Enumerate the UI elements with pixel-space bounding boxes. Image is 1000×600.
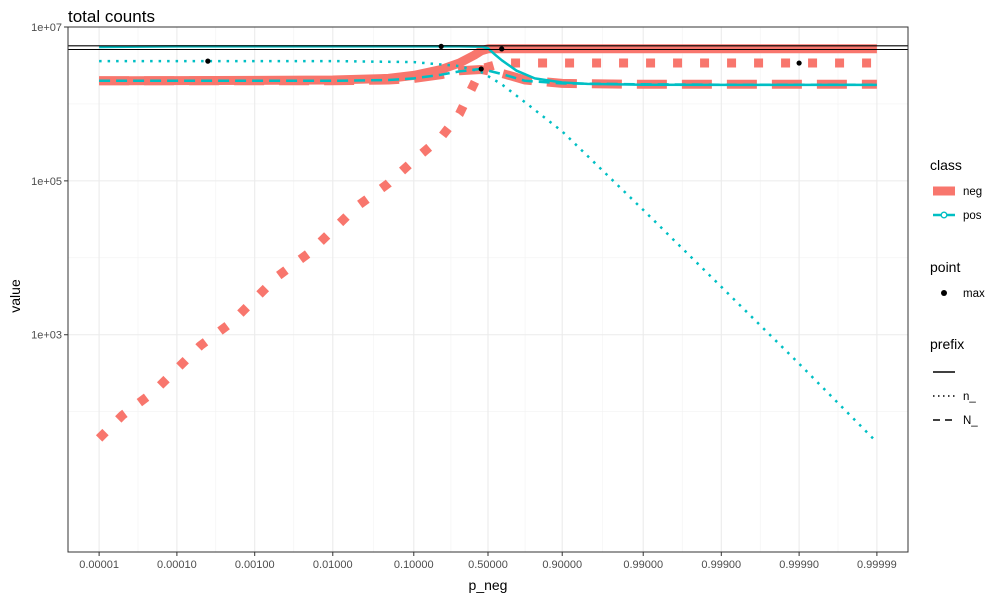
y-axis-title: value: [7, 279, 23, 313]
max-point: [499, 46, 505, 52]
legend-title-class: class: [930, 157, 962, 173]
series-line-N_pos: [99, 67, 877, 86]
x-tick-label: 0.99900: [701, 559, 741, 571]
legend-key-max: [941, 290, 947, 296]
x-tick-label: 0.00010: [157, 559, 197, 571]
y-axis: 1e+03 1e+05 1e+07: [31, 22, 68, 342]
legend-label-max: max: [963, 288, 985, 300]
legend: class neg pos point max prefix n_ N_: [930, 157, 985, 427]
max-point: [205, 58, 211, 64]
x-tick-label: 0.00001: [79, 559, 119, 571]
series-line-n_neg: [95, 58, 877, 442]
plot-panel: [67, 26, 909, 553]
y-tick-label: 1e+03: [31, 330, 62, 342]
max-point: [796, 60, 802, 66]
chart-title: total counts: [68, 7, 155, 26]
x-axis-title: p_neg: [469, 577, 508, 593]
series-line-pos: [99, 45, 877, 87]
y-tick-label: 1e+07: [31, 22, 62, 34]
legend-title-prefix: prefix: [930, 336, 964, 352]
x-tick-label: 0.50000: [468, 559, 508, 571]
x-tick-label: 0.90000: [542, 559, 582, 571]
x-tick-label: 0.10000: [394, 559, 434, 571]
max-point: [478, 66, 484, 72]
x-tick-label: 0.99999: [857, 559, 897, 571]
legend-label-prefix: n_: [963, 391, 976, 403]
y-tick-label: 1e+05: [31, 176, 62, 188]
x-tick-label: 0.00100: [235, 559, 275, 571]
legend-label-neg: neg: [963, 186, 982, 198]
x-tick-label: 0.01000: [313, 559, 353, 571]
legend-title-point: point: [930, 259, 960, 275]
legend-key-pos-point: [940, 211, 948, 219]
x-tick-label: 0.99990: [779, 559, 819, 571]
x-axis: 0.00001 0.00010 0.00100 0.01000 0.10000 0.500…: [79, 552, 897, 571]
legend-label-prefix: N_: [963, 415, 978, 427]
max-point: [438, 43, 444, 49]
legend-label-pos: pos: [963, 210, 982, 222]
x-tick-label: 0.99000: [623, 559, 663, 571]
